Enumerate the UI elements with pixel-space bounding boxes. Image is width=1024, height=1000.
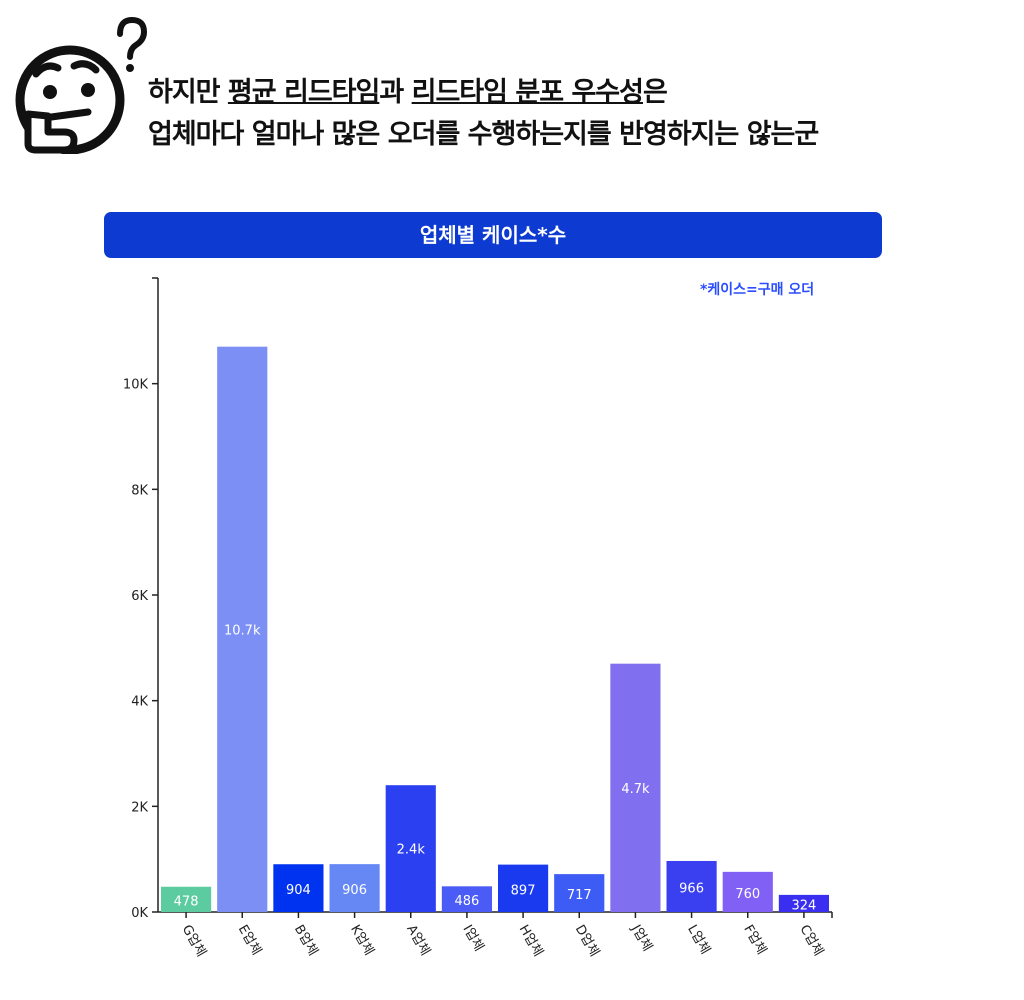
data-label: 10.7k [224,623,261,638]
bar-L업체 [666,860,717,912]
data-label: 906 [342,883,367,898]
x-tick-label: L업체 [684,923,713,957]
bar-C업체 [778,894,829,912]
data-label: 966 [679,881,704,896]
x-tick-label: D업체 [572,923,602,960]
y-tick-label: 6K [131,589,148,604]
data-label: 4.7k [621,782,650,797]
bar-E업체 [217,346,268,912]
bar-H업체 [498,864,549,912]
headline-line2: 업체마다 얼마나 많은 오더를 수행하는지를 반영하지는 않는군 [148,119,819,150]
bar-K업체 [329,864,380,912]
x-tick-label: I업체 [459,923,486,955]
headline-text: 은 [642,77,668,108]
headline-text: 하지만 [148,77,228,108]
data-label: 2.4k [397,843,426,858]
bar-A업체 [385,785,436,912]
chart-title: 업체별 케이스*수 [104,212,882,258]
x-tick-label: F업체 [740,923,769,958]
data-label: 717 [567,888,592,903]
bar-G업체 [161,886,212,912]
underlined-phrase: 리드타임 분포 우수성 [411,77,644,108]
data-label: 904 [286,883,311,898]
data-label: 760 [735,887,760,902]
bar-B업체 [273,864,324,912]
x-tick-label: E업체 [235,923,264,958]
x-tick-label: B업체 [291,923,320,959]
bar-F업체 [722,871,773,912]
x-tick-label: C업체 [796,923,825,959]
bar-J업체 [610,663,661,912]
data-label: 486 [455,894,480,909]
x-tick-label: A업체 [403,923,432,959]
headline-text: 과 [379,77,412,108]
bar-D업체 [554,874,605,912]
headline-line1: 하지만 평균 리드타임과 리드타임 분포 우수성은 [148,72,818,114]
thinking-face-icon [15,16,148,154]
y-tick-label: 0K [131,906,148,921]
chart-annotation: *케이스=구매 오더 [700,282,815,298]
underlined-phrase: 평균 리드타임 [227,77,380,108]
bar-I업체 [441,886,492,912]
headline: 하지만 평균 리드타임과 리드타임 분포 우수성은 업체마다 얼마나 많은 오더… [148,72,819,156]
x-tick-label: H업체 [516,923,546,960]
x-tick-label: G업체 [179,923,209,960]
data-label: 478 [174,894,199,909]
y-tick-label: 8K [131,483,148,498]
y-tick-label: 4K [131,695,148,710]
x-tick-label: J업체 [627,922,654,954]
x-tick-label: K업체 [347,923,376,959]
data-label: 897 [511,883,536,898]
y-tick-label: 10K [123,378,149,393]
data-label: 324 [792,898,817,913]
y-tick-label: 2K [131,800,148,815]
